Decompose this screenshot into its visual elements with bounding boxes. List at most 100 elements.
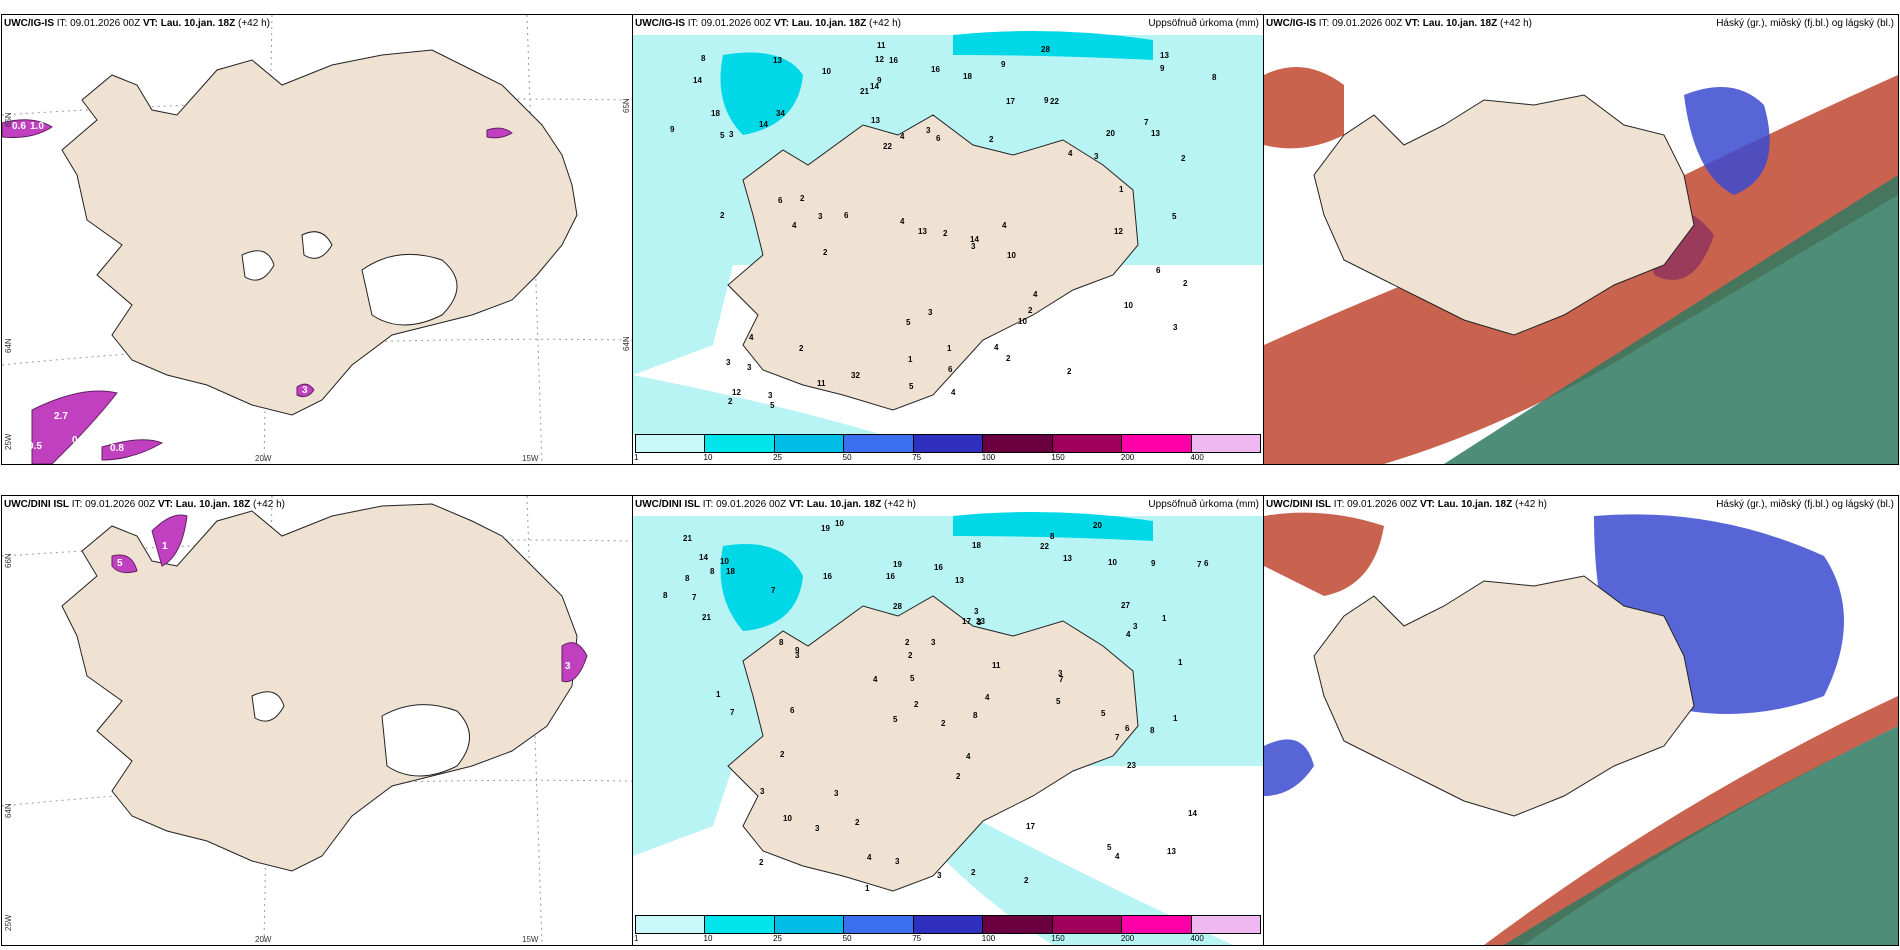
precip-value: 14 [1188,809,1197,818]
precip-value: 10 [783,814,792,823]
precip-value: 2 [971,868,976,877]
precip-value: 9 [1001,60,1006,69]
colorbar-swatch [774,916,845,933]
colorbar-tick-label: 1 [634,453,639,462]
colorbar-swatch [774,435,845,452]
precip-value: 0.1 [72,435,86,446]
precip-value: 3 [768,391,773,400]
precip-value: 7 [692,593,697,602]
precip-value: 0.8 [110,443,124,454]
iceland-land [61,503,578,872]
precip-value: 13 [1151,129,1160,138]
precip-value: 6 [778,196,783,205]
precip-value: 4 [1033,290,1038,299]
precip-value: 4 [966,752,971,761]
precip-value: 6 [1204,559,1209,568]
precip-value: 3 [815,824,820,833]
precip-value: 9 [1151,559,1156,568]
colorbar-swatch [1052,916,1123,933]
precip-value: 9 [670,125,675,134]
precip-value: 4 [1115,852,1120,861]
precip-value: 8 [663,591,668,600]
precip-value: 10 [835,519,844,528]
precip-value: 19 [893,560,902,569]
precip-value: 14 [970,235,979,244]
precip-value: 7 [1115,733,1120,742]
lat-tick: 66N [4,553,13,568]
precip-value: 2 [1006,354,1011,363]
precip-value: 10 [822,67,831,76]
precip-value: 2 [799,344,804,353]
precip-value: 21 [683,534,692,543]
precip-value: 7 [1197,560,1202,569]
precip-value: 3 [565,661,571,672]
precip-value: 34 [776,109,785,118]
precip-value: 6 [936,134,941,143]
lat-tick: 64N [4,338,13,353]
precip-value: 4 [1068,149,1073,158]
precip-value: 4 [867,853,872,862]
precip-value: 2 [1024,876,1029,885]
iceland-land [1313,575,1695,817]
precip-value: 9 [1044,96,1049,105]
precip-value: 13 [955,576,964,585]
precip-value: 2 [855,818,860,827]
precip-value: 22 [1040,542,1049,551]
colorbar-swatch [636,435,706,452]
precip-value: 8 [710,567,715,576]
precip-value: 2 [905,638,910,647]
precip-patches [2,119,513,464]
precip-value: 3 [834,789,839,798]
precip-value: 9 [1160,64,1165,73]
precip-value: 3 [795,651,800,660]
precip-value: 2 [908,651,913,660]
colorbar-tick-label: 10 [703,453,713,462]
precip-value: 2 [780,750,785,759]
precip-value: 5 [720,131,725,140]
precip-value: 18 [963,72,972,81]
precip-value: 3 [760,787,765,796]
precip-value: 16 [889,56,898,65]
precip-value: 3 [1058,669,1063,678]
precip-value: 10 [1124,301,1133,310]
cloud-low [1444,175,1898,464]
precip-value: 20 [1093,521,1102,530]
colorbar-swatch [1191,916,1260,933]
colorbar-tick-label: 100 [981,934,996,943]
precip-value: 17 [1006,97,1015,106]
precip-value: 5 [1107,843,1112,852]
cloud-panel-dini: UWC/DINI ISL IT: 09.01.2026 00Z VT: Lau.… [1263,495,1899,946]
precip-value: 10 [720,557,729,566]
iceland-land [727,114,1139,411]
precip-value: 5 [909,382,914,391]
wind-panel-ig: UWC/IG-IS IT: 09.01.2026 00Z VT: Lau. 10… [1,14,633,465]
precip-value: 9 [795,646,800,655]
precip-value: 7 [771,586,776,595]
precip-value: 23 [1127,761,1136,770]
precip-value: 8 [1050,532,1055,541]
precip-value: 12 [732,388,741,397]
panel-header: UWC/IG-IS IT: 09.01.2026 00Z VT: Lau. 10… [635,18,901,29]
precip-value: 1 [1162,614,1167,623]
colorbar-swatch [844,435,914,452]
precip-value: 8 [973,711,978,720]
precip-value: 23 [976,617,985,626]
lon-tick: 20W [255,454,272,463]
precip-patches [111,514,588,683]
precip-value: 4 [900,132,905,141]
precip-value: 5 [893,715,898,724]
precip-shading [633,31,1263,435]
panel-header: UWC/DINI ISL IT: 09.01.2026 00Z VT: Lau.… [635,499,916,510]
precip-value: 8 [1150,726,1155,735]
precip-value: 6 [1156,266,1161,275]
precip-value: 2 [956,772,961,781]
precip-value: 2 [1028,306,1033,315]
precip-value: 3 [747,363,752,372]
colorbar-tick-label: 25 [773,934,783,943]
precip-value: 21 [860,87,869,96]
precip-value: 2.7 [54,411,68,422]
precip-value: 2 [943,229,948,238]
precip-value: 16 [934,563,943,572]
precip-value: 6 [844,211,849,220]
cloud-title: Háský (gr.), miðský (fj.bl.) og lágský (… [1716,499,1894,510]
